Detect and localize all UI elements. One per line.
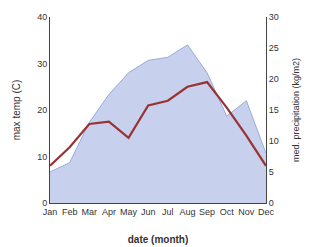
svg-text:0: 0 [42,198,47,208]
svg-text:30: 30 [37,59,47,69]
svg-text:0: 0 [269,198,274,208]
svg-text:40: 40 [37,12,47,22]
svg-text:Oct: Oct [220,207,235,217]
svg-text:30: 30 [269,12,279,22]
svg-text:Feb: Feb [62,207,78,217]
svg-text:Jul: Jul [162,207,174,217]
svg-text:20: 20 [269,74,279,84]
svg-text:5: 5 [269,167,274,177]
svg-text:20: 20 [37,105,47,115]
svg-text:15: 15 [269,105,279,115]
svg-text:Mar: Mar [82,207,98,217]
svg-text:Dec: Dec [258,207,275,217]
svg-text:10: 10 [269,136,279,146]
svg-text:date (month): date (month) [128,234,189,245]
svg-text:25: 25 [269,43,279,53]
svg-text:Nov: Nov [238,207,255,217]
svg-text:Apr: Apr [102,207,116,217]
svg-text:Aug: Aug [179,207,195,217]
svg-text:May: May [120,207,138,217]
svg-text:10: 10 [37,152,47,162]
svg-text:med. precipitation (kg/m2): med. precipitation (kg/m2) [291,58,301,162]
svg-text:max temp (C): max temp (C) [11,80,22,141]
svg-text:Jan: Jan [43,207,58,217]
svg-text:Sep: Sep [199,207,215,217]
svg-text:Jun: Jun [141,207,156,217]
